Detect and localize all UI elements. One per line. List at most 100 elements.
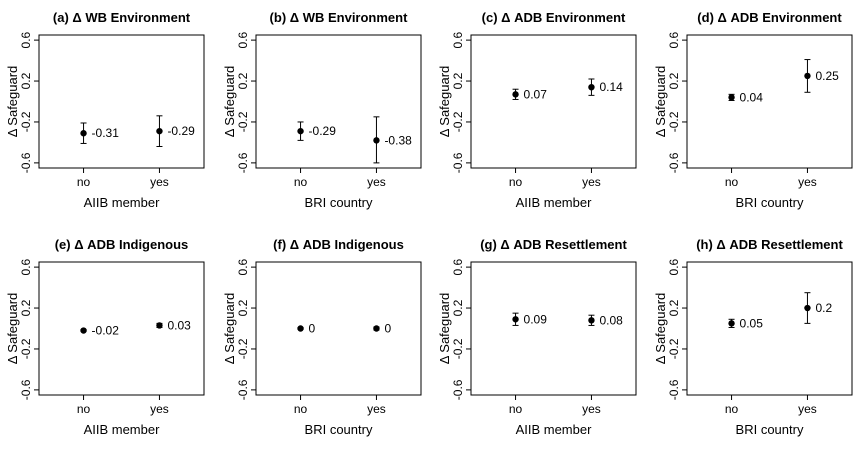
plot-frame bbox=[39, 35, 204, 168]
data-point bbox=[728, 94, 734, 100]
y-tick-label: -0.2 bbox=[236, 338, 250, 359]
data-label: 0.07 bbox=[524, 87, 548, 101]
y-tick-label: 0.2 bbox=[667, 72, 681, 89]
data-point bbox=[156, 128, 162, 134]
data-label: 0.14 bbox=[599, 80, 623, 94]
y-tick-label: 0.6 bbox=[451, 31, 465, 48]
x-tick-label: no bbox=[294, 402, 308, 416]
y-tick-label: -0.6 bbox=[236, 152, 250, 173]
data-label: -0.29 bbox=[309, 124, 337, 138]
chart-panel-5: (e) Δ ADB Indigenous -0.6 -0.2 0.2 0.6 Δ Safe… bbox=[5, 237, 204, 437]
data-point bbox=[804, 305, 810, 311]
x-axis-label: BRI country bbox=[736, 422, 804, 437]
data-label: -0.29 bbox=[167, 124, 195, 138]
plot-frame bbox=[687, 262, 852, 395]
y-tick-label: 0.2 bbox=[236, 299, 250, 316]
data-point bbox=[80, 130, 86, 136]
data-point bbox=[297, 325, 303, 331]
y-tick-label: -0.6 bbox=[236, 379, 250, 400]
x-tick-label: yes bbox=[367, 175, 386, 189]
data-label: 0 bbox=[384, 322, 391, 336]
y-tick-label: -0.2 bbox=[236, 111, 250, 132]
panel-title: (b) Δ WB Environment bbox=[270, 10, 409, 25]
y-axis-label: Δ Safeguard bbox=[653, 293, 668, 365]
panel-title: (a) Δ WB Environment bbox=[53, 10, 191, 25]
x-tick-label: no bbox=[77, 402, 91, 416]
y-tick-label: -0.6 bbox=[19, 379, 33, 400]
chart-panel-8: (h) Δ ADB Resettlement -0.6 -0.2 0.2 0.6 Δ Sa… bbox=[653, 237, 852, 437]
data-label: 0 bbox=[309, 322, 316, 336]
x-axis-label: AIIB member bbox=[84, 195, 161, 210]
y-axis-label: Δ Safeguard bbox=[5, 293, 20, 365]
x-axis-label: BRI country bbox=[736, 195, 804, 210]
data-point bbox=[512, 316, 518, 322]
chart-panel-3: (c) Δ ADB Environment -0.6 -0.2 0.2 0.6 Δ Saf… bbox=[437, 10, 636, 210]
data-label: 0.05 bbox=[740, 316, 764, 330]
y-axis-label: Δ Safeguard bbox=[222, 66, 237, 138]
y-tick-label: -0.2 bbox=[19, 338, 33, 359]
y-tick-label: 0.2 bbox=[451, 72, 465, 89]
data-label: -0.31 bbox=[92, 126, 120, 140]
y-tick-label: -0.2 bbox=[451, 111, 465, 132]
plot-frame bbox=[471, 262, 636, 395]
y-tick-label: -0.2 bbox=[667, 338, 681, 359]
panel-title: (h) Δ ADB Resettlement bbox=[696, 237, 843, 252]
y-axis-label: Δ Safeguard bbox=[437, 66, 452, 138]
chart-panel-7: (g) Δ ADB Resettlement -0.6 -0.2 0.2 0.6 Δ Sa… bbox=[437, 237, 636, 437]
y-tick-label: -0.6 bbox=[667, 152, 681, 173]
y-axis-label: Δ Safeguard bbox=[653, 66, 668, 138]
x-axis-label: AIIB member bbox=[84, 422, 161, 437]
y-tick-label: 0.6 bbox=[451, 258, 465, 275]
y-axis-label: Δ Safeguard bbox=[222, 293, 237, 365]
data-point bbox=[728, 320, 734, 326]
data-point bbox=[804, 73, 810, 79]
chart-panel-4: (d) Δ ADB Environment -0.6 -0.2 0.2 0.6 Δ Saf… bbox=[653, 10, 852, 210]
data-point bbox=[80, 327, 86, 333]
plot-frame bbox=[256, 262, 421, 395]
y-tick-label: -0.2 bbox=[451, 338, 465, 359]
data-label: 0.03 bbox=[167, 318, 191, 332]
x-tick-label: no bbox=[509, 175, 523, 189]
x-tick-label: yes bbox=[582, 175, 601, 189]
y-tick-label: -0.2 bbox=[667, 111, 681, 132]
y-tick-label: -0.6 bbox=[19, 152, 33, 173]
data-point bbox=[373, 137, 379, 143]
data-point bbox=[156, 322, 162, 328]
data-point bbox=[373, 325, 379, 331]
plot-frame bbox=[687, 35, 852, 168]
panel-title: (e) Δ ADB Indigenous bbox=[55, 237, 189, 252]
panel-title: (d) Δ ADB Environment bbox=[697, 10, 842, 25]
y-tick-label: 0.6 bbox=[19, 31, 33, 48]
data-label: -0.02 bbox=[92, 324, 120, 338]
panel-title: (g) Δ ADB Resettlement bbox=[480, 237, 627, 252]
x-tick-label: no bbox=[509, 402, 523, 416]
y-tick-label: 0.6 bbox=[236, 31, 250, 48]
data-label: 0.09 bbox=[524, 312, 548, 326]
chart-panel-1: (a) Δ WB Environment -0.6 -0.2 0.2 0.6 Δ Safe… bbox=[5, 10, 204, 210]
y-tick-label: 0.2 bbox=[19, 72, 33, 89]
x-tick-label: no bbox=[294, 175, 308, 189]
x-tick-label: no bbox=[725, 402, 739, 416]
x-tick-label: yes bbox=[798, 175, 817, 189]
x-tick-label: no bbox=[725, 175, 739, 189]
y-axis-label: Δ Safeguard bbox=[437, 293, 452, 365]
x-axis-label: AIIB member bbox=[516, 195, 593, 210]
panel-title: (f) Δ ADB Indigenous bbox=[273, 237, 404, 252]
x-axis-label: BRI country bbox=[305, 422, 373, 437]
panel-title: (c) Δ ADB Environment bbox=[482, 10, 626, 25]
data-point bbox=[297, 128, 303, 134]
y-tick-label: 0.6 bbox=[667, 31, 681, 48]
y-tick-label: -0.6 bbox=[667, 379, 681, 400]
x-axis-label: AIIB member bbox=[516, 422, 593, 437]
x-tick-label: yes bbox=[798, 402, 817, 416]
data-label: 0.08 bbox=[599, 313, 623, 327]
data-label: 0.04 bbox=[740, 90, 764, 104]
plot-frame bbox=[256, 35, 421, 168]
y-tick-label: 0.2 bbox=[236, 72, 250, 89]
y-tick-label: -0.2 bbox=[19, 111, 33, 132]
plot-frame bbox=[471, 35, 636, 168]
x-tick-label: yes bbox=[582, 402, 601, 416]
x-tick-label: yes bbox=[367, 402, 386, 416]
y-tick-label: -0.6 bbox=[451, 379, 465, 400]
